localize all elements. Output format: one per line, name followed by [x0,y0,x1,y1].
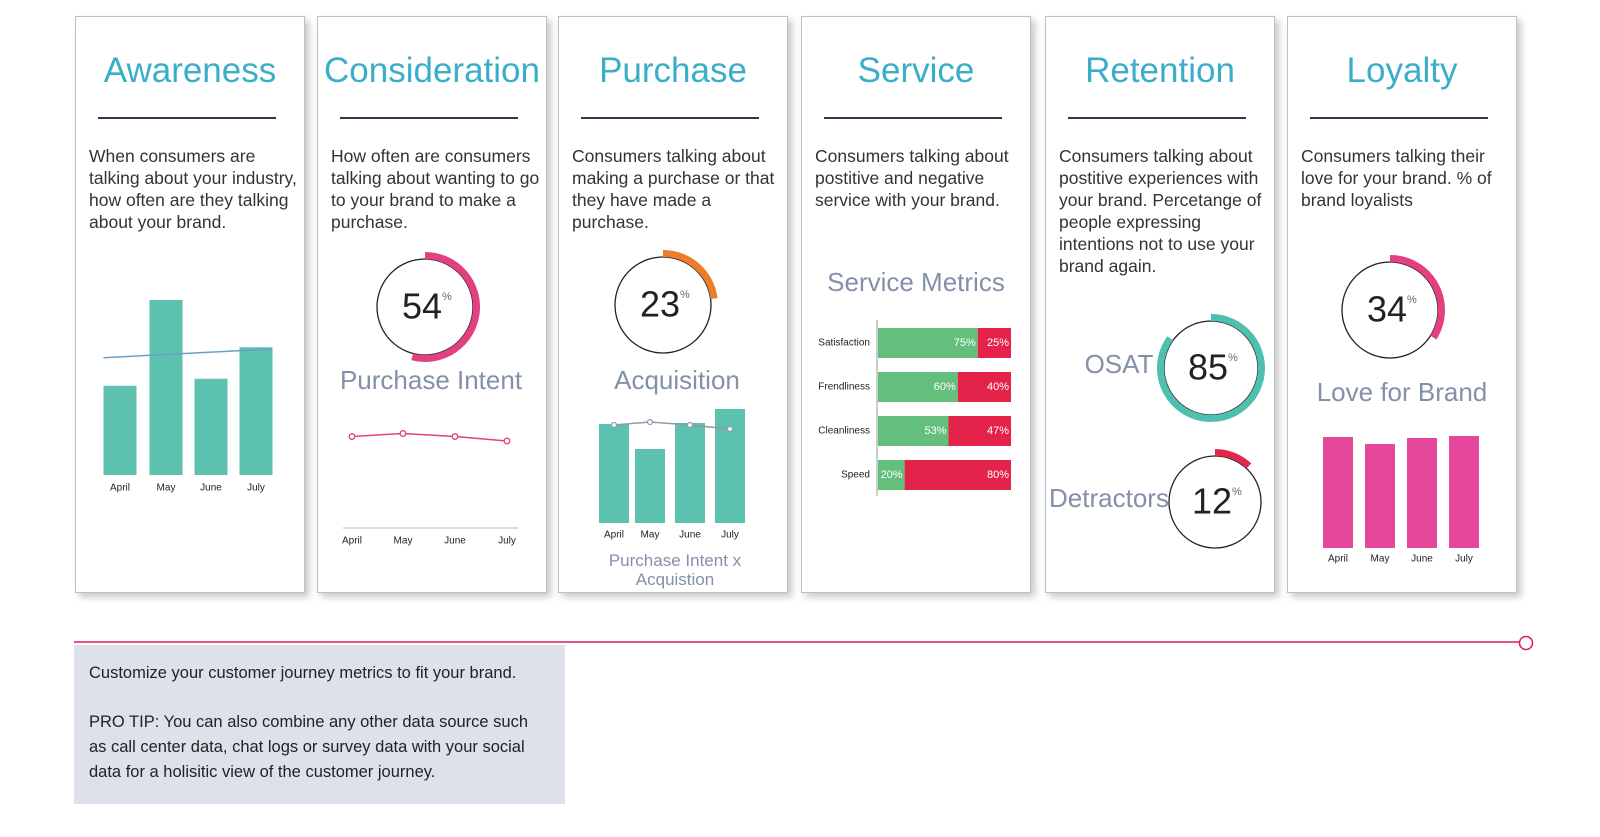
card-description: How often are consumers talking about wa… [331,146,540,232]
card-description: Consumers talking about postitive and ne… [815,146,1009,210]
card-description: When consumers are talking about your in… [89,146,297,232]
card-rule [824,117,1002,119]
card-rule [98,117,276,119]
card-rule [1310,117,1488,119]
card-description: Consumers talking about postitive experi… [1059,146,1262,276]
card-title: Retention [1085,51,1235,90]
chart-caption: Purchase Intent x Acquistion [608,551,742,589]
card: Retention Consumers talking about postiti… [1045,16,1275,593]
footer-tip: PRO TIP: You can also combine any other … [89,713,529,781]
card: Consideration How often are consumers tal… [317,16,547,593]
card-title: Loyalty [1346,51,1458,90]
card-rule [581,117,759,119]
card-title: Service [857,51,975,90]
card: Awareness When consumers are talking abou… [75,16,305,593]
card-rule [340,117,518,119]
card-title: Awareness [103,51,277,90]
card-rule [1068,117,1246,119]
card: Service Consumers talking about postitive… [801,16,1031,593]
card-subtitle: Service Metrics [827,267,1005,297]
card: Purchase Consumers talking about making a… [558,16,788,593]
card-description: Consumers talking their love for your br… [1301,146,1492,210]
timeline-end [1518,635,1534,651]
footer-note: Customize your customer journey metrics … [74,645,565,804]
card-title: Purchase [599,51,747,90]
card-title: Consideration [324,51,540,90]
card: Loyalty Consumers talking their love for … [1287,16,1517,593]
footer-intro: Customize your customer journey metrics … [89,664,517,682]
card-description: Consumers talking about making a purchas… [572,146,775,232]
